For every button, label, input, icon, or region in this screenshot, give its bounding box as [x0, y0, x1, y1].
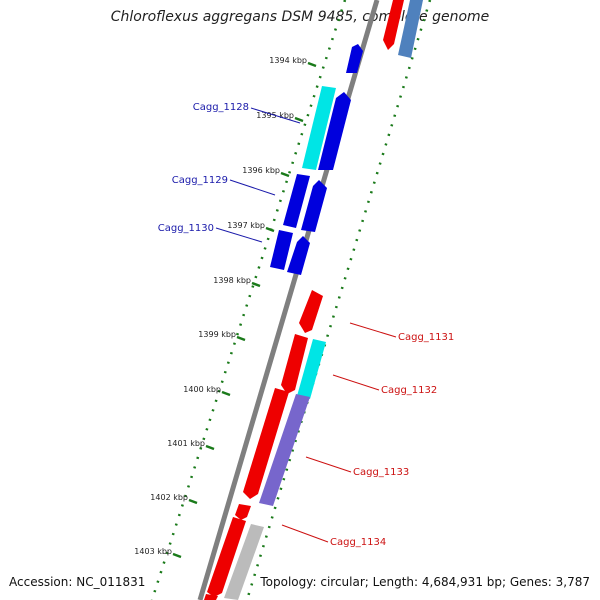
gene-feature-purple[interactable] — [259, 394, 310, 506]
kbp-tick-label: 1403 kbp — [134, 547, 172, 556]
gene-label[interactable]: Cagg_1129 — [172, 175, 228, 186]
accession-text: Accession: NC_011831 — [9, 575, 146, 589]
kbp-tick-label: 1401 kbp — [167, 439, 205, 448]
gene-arrow-minus[interactable] — [301, 180, 327, 232]
kbp-tick-label: 1400 kbp — [183, 385, 221, 394]
gene-label-leader — [215, 227, 263, 243]
kbp-tick-mark — [265, 226, 275, 233]
kbp-tick-label: 1394 kbp — [269, 56, 307, 65]
gene-arrow-plus[interactable] — [235, 504, 251, 520]
gene-feature-gray[interactable] — [224, 524, 264, 600]
kbp-tick-mark — [188, 498, 198, 505]
kbp-tick-mark — [251, 281, 261, 288]
gene-arrow-plus[interactable] — [243, 388, 289, 499]
topology-text: Topology: circular; Length: 4,684,931 bp… — [260, 575, 590, 589]
gene-arrow-plus[interactable] — [204, 594, 218, 600]
kbp-tick-mark — [205, 444, 215, 451]
gene-label[interactable]: Cagg_1133 — [353, 467, 409, 478]
gene-label[interactable]: Cagg_1134 — [330, 537, 386, 548]
gene-arrow-plus[interactable] — [281, 334, 308, 394]
gene-label-leader — [305, 456, 352, 473]
kbp-tick-label: 1402 kbp — [150, 493, 188, 502]
kbp-tick-mark — [307, 61, 317, 68]
gene-label-leader — [349, 322, 397, 338]
gene-feature-steelblue[interactable] — [398, 0, 423, 58]
gene-feature-cyan[interactable] — [302, 86, 336, 170]
kbp-tick-label: 1399 kbp — [198, 330, 236, 339]
kbp-tick-label: 1398 kbp — [213, 276, 251, 285]
kbp-tick-mark — [294, 116, 304, 123]
gene-label[interactable]: Cagg_1131 — [398, 332, 454, 343]
gene-label-layer: Cagg_1128 Cagg_1129 Cagg_1130 Cagg_1131 Cagg… — [158, 102, 455, 548]
gene-arrow-minus[interactable] — [346, 44, 363, 73]
gene-arrow-minus[interactable] — [318, 92, 351, 170]
gene-label-leader — [281, 524, 329, 543]
gene-arrow-minus[interactable] — [283, 174, 310, 228]
gene-label[interactable]: Cagg_1132 — [381, 385, 437, 396]
gene-arrow-plus[interactable] — [207, 517, 246, 597]
gene-arrow-plus[interactable] — [383, 0, 404, 50]
kbp-tick-label: 1396 kbp — [242, 166, 280, 175]
gene-arrow-plus[interactable] — [299, 290, 323, 333]
kbp-tick-mark — [172, 552, 182, 559]
kbp-tick-mark — [221, 390, 231, 397]
gene-arrow-minus[interactable] — [270, 230, 293, 270]
kbp-tick-mark — [280, 171, 290, 178]
gene-label-leader — [229, 179, 276, 196]
gene-feature-cyan[interactable] — [297, 339, 326, 399]
gene-arrow-minus[interactable] — [287, 236, 310, 275]
gene-label-leader — [332, 374, 380, 391]
gene-label[interactable]: Cagg_1128 — [193, 102, 249, 113]
gene-label-leader — [250, 107, 301, 124]
genome-backbone — [197, 0, 380, 600]
gene-label[interactable]: Cagg_1130 — [158, 223, 214, 234]
outer-tick-arc — [245, 0, 432, 600]
kbp-tick-label: 1397 kbp — [227, 221, 265, 230]
kbp-tick-mark — [236, 335, 246, 342]
